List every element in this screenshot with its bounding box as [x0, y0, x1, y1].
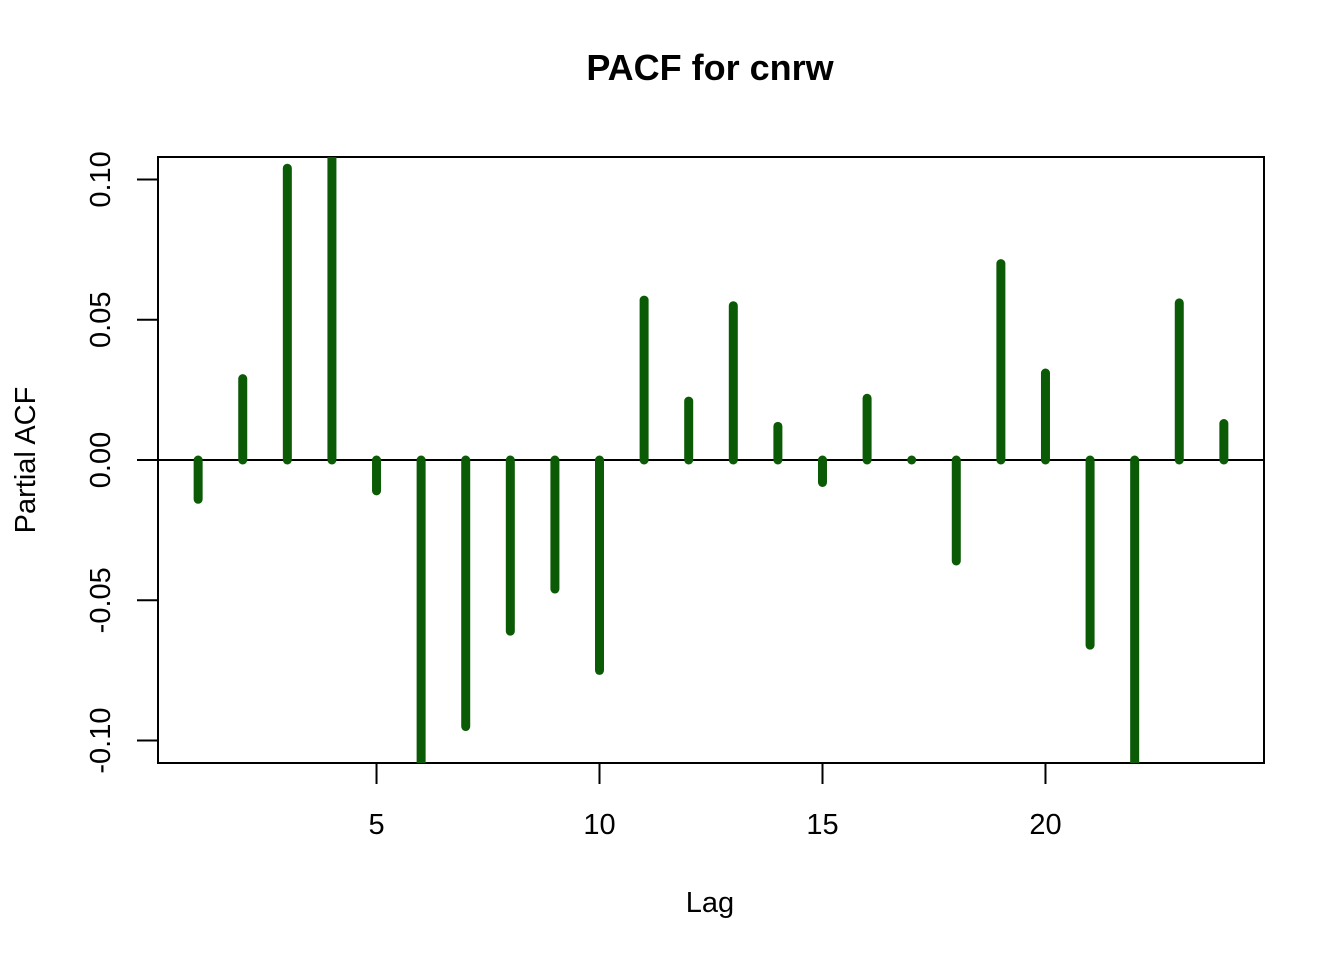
y-tick-label: -0.10 [85, 708, 117, 774]
y-axis-label: Partial ACF [10, 387, 42, 534]
pacf-bars [193, 157, 1229, 763]
y-tick-label: 0.00 [85, 432, 117, 488]
y-tick-label: 0.10 [85, 151, 117, 207]
x-axis: 5 10 15 20 [368, 763, 1062, 841]
x-tick-label: 20 [1029, 809, 1061, 841]
x-tick-label: 5 [368, 809, 384, 841]
x-tick-label: 10 [583, 809, 615, 841]
chart-title: PACF for cnrw [586, 47, 834, 88]
x-tick-label: 15 [806, 809, 838, 841]
y-tick-label: 0.05 [85, 291, 117, 347]
y-tick-label: -0.05 [85, 567, 117, 633]
x-axis-label: Lag [686, 887, 734, 919]
y-axis: -0.10 -0.05 0.00 0.05 0.10 [85, 151, 158, 774]
